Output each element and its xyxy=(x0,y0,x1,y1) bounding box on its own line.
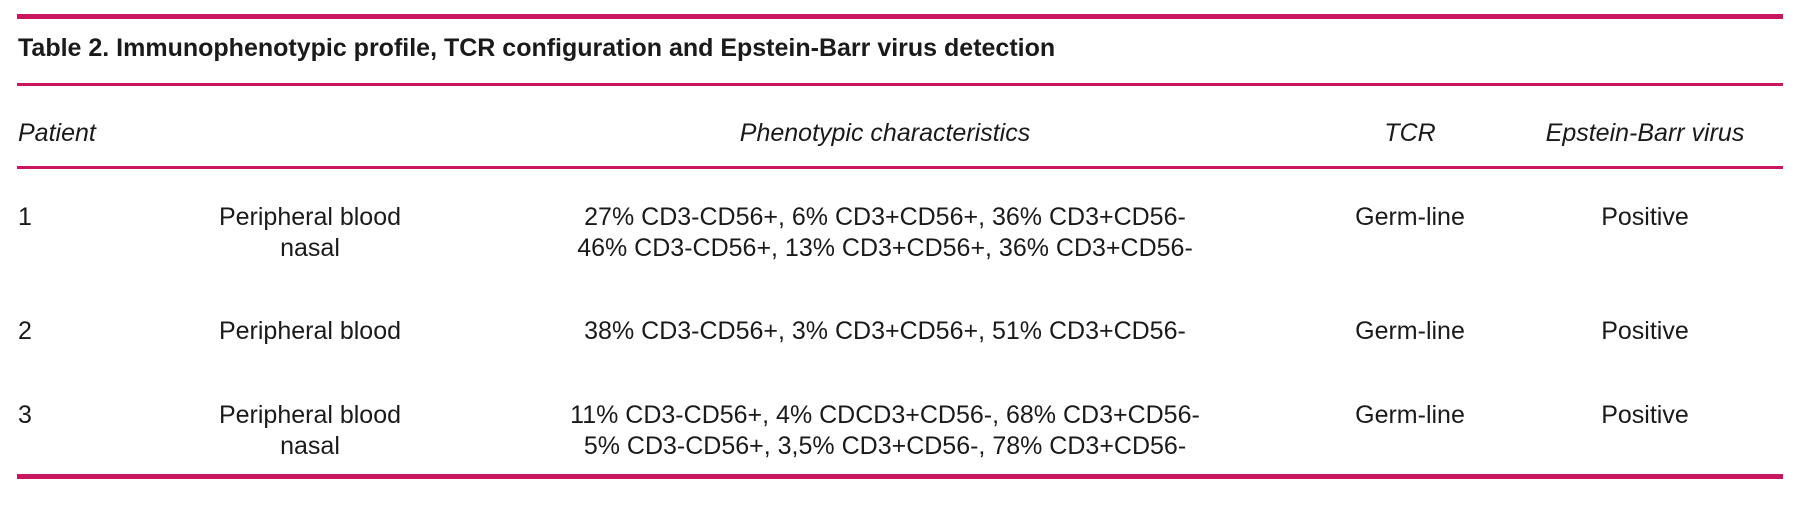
row-phenotype: 11% CD3-CD56+, 4% CDCD3+CD56-, 68% CD3+C… xyxy=(485,400,1285,462)
phenotype-line: 27% CD3-CD56+, 6% CD3+CD56+, 36% CD3+CD5… xyxy=(584,203,1186,231)
sample-line: nasal xyxy=(280,432,340,460)
row-patient: 2 xyxy=(18,317,32,345)
header-phenotype: Phenotypic characteristics xyxy=(739,119,1031,147)
sample-line: Peripheral blood xyxy=(218,401,402,429)
sample-line: nasal xyxy=(280,234,340,262)
row-patient: 3 xyxy=(18,401,32,429)
row-sample: Peripheral blood nasal xyxy=(180,400,440,462)
title-rule xyxy=(17,83,1783,86)
table-title: Table 2. Immunophenotypic profile, TCR c… xyxy=(18,34,1056,62)
row-phenotype: 38% CD3-CD56+, 3% CD3+CD56+, 51% CD3+CD5… xyxy=(485,316,1285,347)
row-tcr: Germ-line xyxy=(1355,203,1465,231)
phenotype-line: 46% CD3-CD56+, 13% CD3+CD56+, 36% CD3+CD… xyxy=(577,234,1193,262)
header-patient: Patient xyxy=(18,119,96,147)
phenotype-line: 38% CD3-CD56+, 3% CD3+CD56+, 51% CD3+CD5… xyxy=(584,317,1186,345)
row-ebv: Positive xyxy=(1601,203,1689,231)
row-patient: 1 xyxy=(18,203,32,231)
phenotype-line: 5% CD3-CD56+, 3,5% CD3+CD56-, 78% CD3+CD… xyxy=(583,432,1187,460)
row-sample: Peripheral blood xyxy=(180,316,440,347)
sample-line: Peripheral blood xyxy=(218,203,402,231)
sample-line: Peripheral blood xyxy=(218,317,402,345)
row-phenotype: 27% CD3-CD56+, 6% CD3+CD56+, 36% CD3+CD5… xyxy=(485,202,1285,264)
row-ebv: Positive xyxy=(1601,317,1689,345)
row-tcr: Germ-line xyxy=(1355,401,1465,429)
row-ebv: Positive xyxy=(1601,401,1689,429)
header-rule xyxy=(17,166,1783,169)
row-sample: Peripheral blood nasal xyxy=(180,202,440,264)
bottom-rule xyxy=(17,474,1783,479)
top-rule xyxy=(17,14,1783,19)
header-tcr: TCR xyxy=(1384,119,1436,147)
phenotype-line: 11% CD3-CD56+, 4% CDCD3+CD56-, 68% CD3+C… xyxy=(570,401,1200,429)
row-tcr: Germ-line xyxy=(1355,317,1465,345)
header-ebv: Epstein-Barr virus xyxy=(1545,119,1745,147)
